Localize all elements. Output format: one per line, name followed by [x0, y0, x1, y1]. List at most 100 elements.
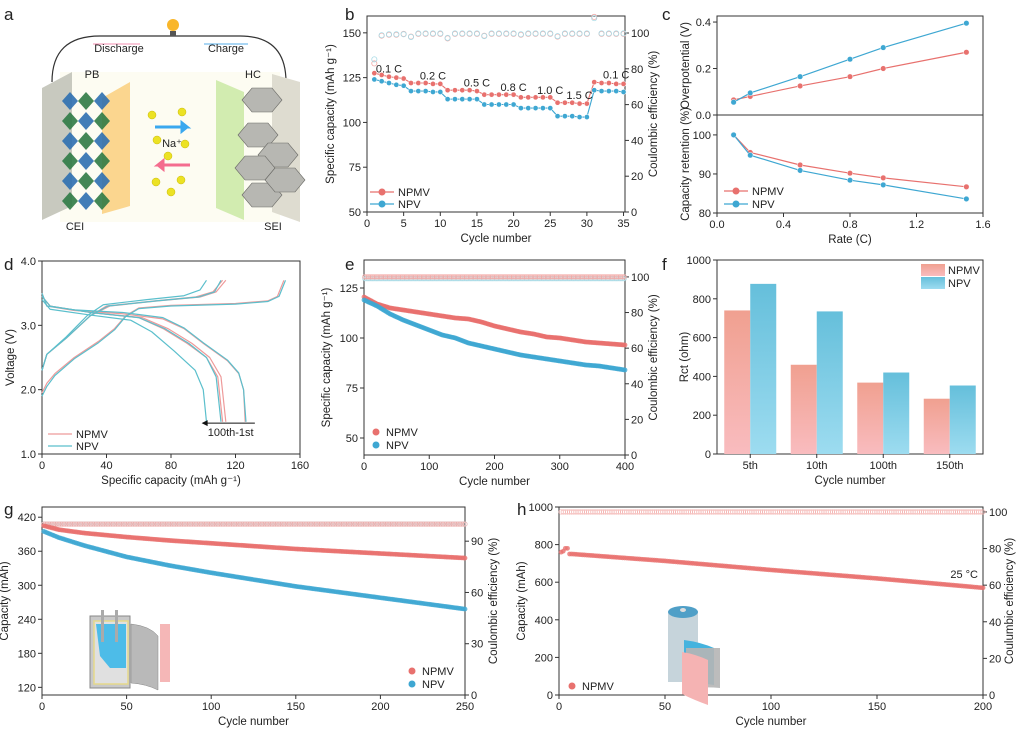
ce-marker	[378, 32, 385, 39]
y-right-tick-label: 0	[471, 690, 477, 702]
ce-marker-NPMV	[606, 274, 612, 280]
ce-marker-NPMV	[456, 274, 462, 280]
ce-marker-NPMV	[54, 521, 60, 527]
data-point-NPV	[408, 88, 414, 94]
ce-marker-NPMV	[458, 274, 464, 280]
y-tick-label: 200	[535, 652, 553, 664]
ce-marker-NPMV	[612, 274, 618, 280]
ce-marker-NPMV	[411, 521, 417, 527]
ce-marker-NPMV	[531, 274, 537, 280]
data-point-NPMV	[846, 170, 854, 177]
panel-label-b: b	[345, 5, 354, 24]
legend-marker	[372, 428, 380, 436]
ce-marker-NPMV	[450, 521, 456, 527]
curve-NPV	[41, 279, 207, 371]
ce-marker-NPMV	[555, 274, 561, 280]
ce-marker-NPMV	[614, 274, 620, 280]
data-point-NPV	[378, 78, 385, 85]
pb-octahedron	[94, 132, 110, 150]
data-point-NPV	[963, 20, 970, 27]
x-axis-label: Cycle number	[461, 233, 532, 245]
ce-marker-NPMV	[457, 521, 463, 527]
ce-marker-NPMV	[418, 274, 424, 280]
ce-marker-NPMV	[563, 274, 569, 280]
y-tick-label: 400	[535, 615, 553, 627]
pb-octahedron	[62, 112, 78, 130]
data-point-NPMV	[408, 80, 414, 86]
ce-marker	[415, 30, 422, 37]
ce-marker-NPMV	[66, 521, 72, 527]
ce-marker-NPMV	[503, 274, 509, 280]
data-point-NPV	[562, 113, 568, 119]
ce-marker-NPMV	[582, 274, 588, 280]
ce-marker-NPMV	[540, 274, 546, 280]
data-point-NPMV	[518, 94, 524, 101]
ce-marker-NPMV	[465, 274, 471, 280]
ce-marker-NPMV	[345, 521, 351, 527]
ce-marker-NPMV	[413, 521, 419, 527]
ce-marker-NPMV	[550, 274, 556, 280]
legend-NPMV: NPMV	[948, 265, 980, 277]
ce-marker-NPMV	[129, 521, 135, 527]
ce-marker-NPMV	[271, 521, 277, 527]
ce-marker	[437, 30, 444, 37]
ce-marker-NPMV	[565, 274, 571, 280]
ce-marker-NPMV	[272, 521, 278, 527]
x-tick-label: 30	[581, 218, 593, 230]
ce-marker-NPMV	[495, 274, 501, 280]
ce-marker-NPMV	[320, 521, 326, 527]
ce-marker	[393, 31, 400, 38]
ce-marker	[503, 30, 510, 37]
ce-marker	[598, 30, 605, 37]
ce-marker-NPMV	[486, 274, 492, 280]
x-tick-label: 0.4	[776, 219, 791, 231]
ce-marker-NPMV	[396, 274, 402, 280]
x-tick-label: 0.8	[842, 219, 857, 231]
data-point-NPMV	[452, 87, 458, 94]
ce-marker-NPMV	[517, 274, 523, 280]
ce-marker-NPMV	[454, 521, 460, 527]
data-point-NPV	[444, 96, 451, 102]
x-tick-label: 200	[371, 701, 389, 713]
ce-marker-NPMV	[599, 274, 605, 280]
ce-marker-NPMV	[535, 274, 541, 280]
ce-marker-NPMV	[597, 274, 603, 280]
ce-marker-NPMV	[362, 521, 368, 527]
curve-NPV	[41, 280, 222, 371]
ce-marker-NPMV	[340, 521, 346, 527]
x-axis-label: Specific capacity (mAh g⁻¹)	[101, 475, 241, 487]
ce-marker-NPMV	[380, 274, 386, 280]
ce-marker-NPMV	[372, 274, 378, 280]
plot-frame	[41, 260, 301, 455]
ce-marker-NPMV	[397, 274, 403, 280]
ce-marker-NPMV	[567, 274, 573, 280]
ce-marker-NPMV	[117, 521, 123, 527]
x-tick-label: 200	[485, 461, 503, 473]
sodium-ion	[163, 151, 173, 161]
y-right-tick-label: 80	[631, 308, 643, 320]
ce-marker-NPMV	[352, 521, 358, 527]
ce-marker-NPMV	[526, 274, 532, 280]
ce-marker-NPMV	[406, 521, 412, 527]
ce-marker-NPMV	[278, 521, 284, 527]
ce-marker-NPMV	[574, 274, 580, 280]
ce-marker-NPMV	[407, 274, 413, 280]
ce-marker-NPMV	[310, 521, 316, 527]
ce-marker-NPMV	[186, 521, 192, 527]
ce-marker-NPMV	[595, 274, 601, 280]
ce-marker-NPMV	[471, 274, 477, 280]
ce-marker	[473, 30, 480, 37]
ce-marker-NPMV	[200, 521, 206, 527]
chart-b: 0 5 10 15 20 25 30 35 50 75 100 125 150 0 20 40 60 80 100 C…	[325, 13, 660, 245]
legend-NPMV: NPMV	[582, 681, 614, 693]
ce-marker-NPMV	[467, 274, 473, 280]
data-point-NPV	[797, 73, 804, 80]
ce-marker-NPMV	[222, 521, 228, 527]
bar-NPMV	[724, 310, 751, 454]
x-tick-label: 80	[165, 460, 177, 472]
legend-NPMV: NPMV	[752, 186, 784, 198]
ce-marker-NPMV	[371, 274, 377, 280]
sodium-ion	[180, 139, 190, 149]
ce-marker-NPMV	[479, 274, 485, 280]
ce-marker-NPMV	[303, 521, 309, 527]
